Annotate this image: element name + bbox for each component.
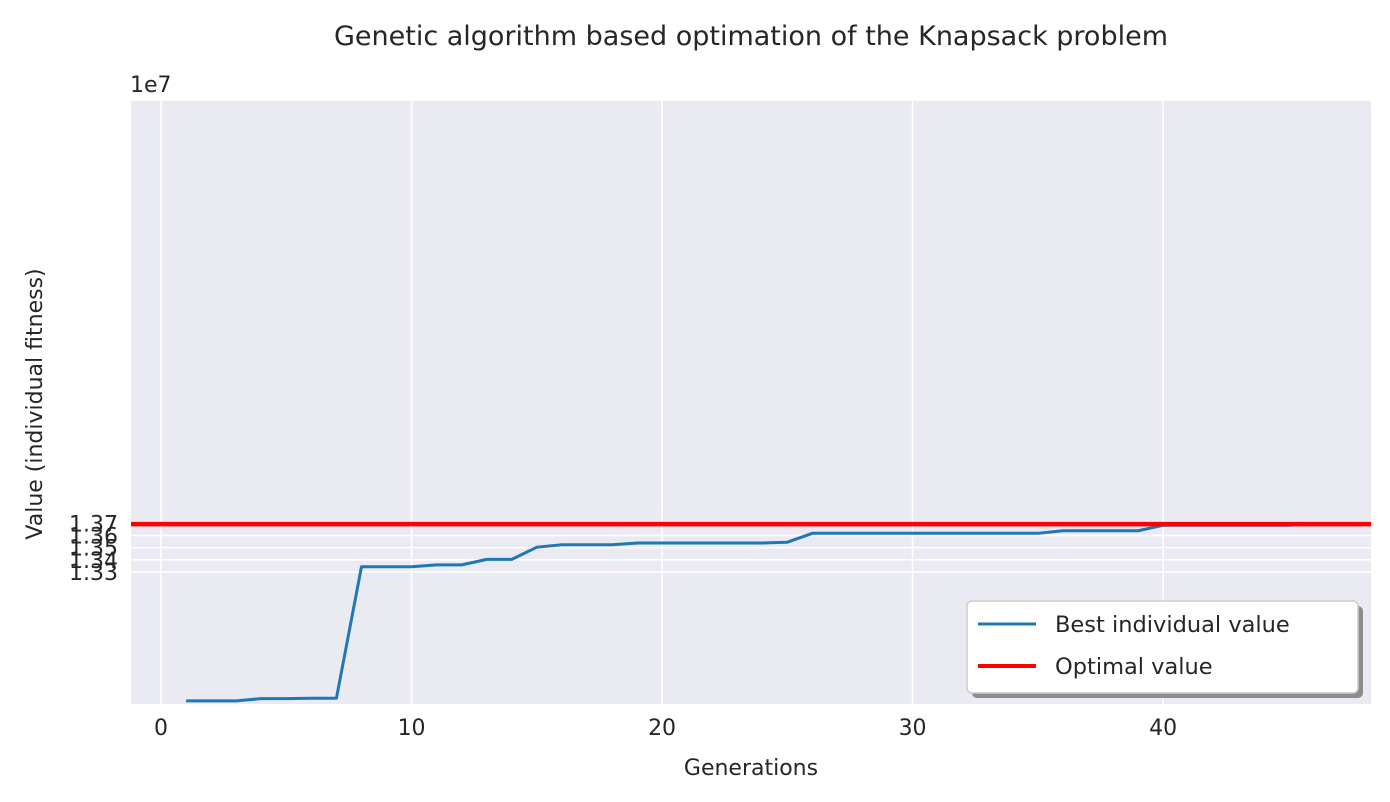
y-tick-label: 1.33 [69,561,118,586]
x-tick-label: 20 [648,716,676,741]
y-tick-label: 1.37 [69,512,118,537]
chart-title: Genetic algorithm based optimation of th… [334,21,1168,52]
tick-labels: 0 10 20 30 40 1.331.341.351.361.37 [69,512,1177,741]
y-tick-label: 1.36 [69,525,118,550]
best-individual-line [186,522,1339,703]
legend-label-optimal: Optimal value [1055,654,1213,680]
legend: Best individual value Optimal value [966,600,1363,698]
x-tick-label: 40 [1149,716,1177,741]
x-axis-label: Generations [684,756,818,781]
legend-label-best: Best individual value [1055,612,1290,638]
x-tick-label: 10 [398,716,426,741]
x-tick-label: 0 [154,716,168,741]
y-tick-label: 1.35 [69,537,118,562]
y-axis-label: Value (individual fitness) [23,268,48,539]
x-tick-label: 30 [899,716,927,741]
y-tick-label: 1.34 [69,549,118,574]
y-offset-label: 1e7 [130,73,172,98]
series-layer [131,521,1371,703]
legend-box [966,600,1359,694]
